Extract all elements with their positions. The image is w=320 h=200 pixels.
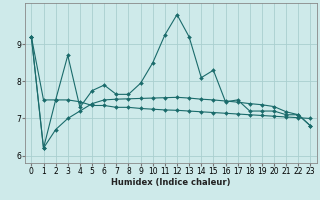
X-axis label: Humidex (Indice chaleur): Humidex (Indice chaleur) [111, 178, 231, 187]
